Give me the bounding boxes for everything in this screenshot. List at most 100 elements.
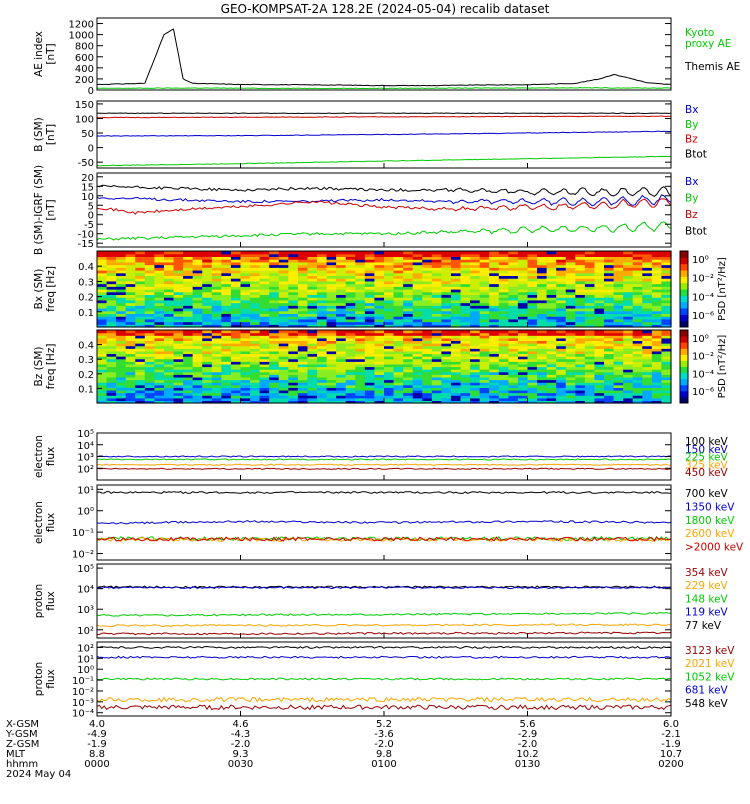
heatmap-cell [355,345,366,349]
heatmap-cell [307,299,318,304]
heatmap-cell [211,350,222,355]
heatmap-cell [403,291,414,296]
heatmap-cell [202,291,213,296]
heatmap-cell [144,397,155,401]
heatmap-cell [508,280,519,285]
heatmap-cell [584,259,596,263]
heatmap-cell [259,330,270,334]
y-tick-label: 0 [88,211,94,222]
heatmap-cell [230,289,242,293]
heatmap-cell [211,280,222,285]
heatmap-cell [135,305,146,309]
heatmap-cell [450,363,462,368]
heatmap-cell [269,302,280,306]
heatmap-cell [565,275,576,279]
heatmap-cell [556,321,567,325]
heatmap-cell [240,305,251,309]
heatmap-cell [527,324,538,328]
heatmap-cell [450,259,462,263]
y-tick-label: 10⁵ [77,564,94,575]
heatmap-cell [384,387,395,391]
colorbar-swatch [680,384,688,389]
heatmap-cell [613,371,624,375]
heatmap-cell [422,321,433,325]
y-tick-label: 10² [77,626,94,637]
heatmap-cell [307,267,318,271]
heatmap-cell [307,261,318,266]
heatmap-cell [259,374,270,378]
heatmap-cell [584,332,596,336]
heatmap-cell [125,387,136,391]
heatmap-cell [450,350,462,355]
heatmap-cell [345,253,356,258]
heatmap-cell [221,270,232,274]
heatmap-cell [431,256,442,260]
heatmap-cell [183,313,194,317]
heatmap-cell [221,345,232,349]
heatmap-cell [604,389,615,394]
heatmap-cell [240,374,251,378]
heatmap-cell [412,353,423,357]
heatmap-cell [97,305,108,309]
heatmap-cell [192,275,203,279]
heatmap-cell [336,374,347,378]
heatmap-cell [116,395,127,399]
heatmap-cell [173,400,184,404]
heatmap-cell [288,259,299,263]
legend-entry: 229 keV [685,580,729,592]
heatmap-cell [508,387,519,391]
heatmap-cell [460,363,471,368]
y-axis-label: freq [Hz] [45,344,57,390]
heatmap-cell [106,278,117,282]
heatmap-cell [470,382,481,386]
heatmap-cell [441,345,452,349]
heatmap-cell [154,289,165,293]
heatmap-cell [661,264,672,268]
heatmap-cell [498,261,509,266]
heatmap-cell [565,358,576,362]
heatmap-cell [250,308,261,312]
heatmap-cell [651,384,663,388]
heatmap-cell [498,275,509,279]
heatmap-cell [613,332,624,336]
heatmap-cell [537,302,548,306]
heatmap-cell [604,397,615,401]
heatmap-cell [163,395,175,399]
heatmap-cell [632,324,643,328]
heatmap-cell [431,253,442,258]
heatmap-cell [584,330,596,334]
heatmap-cell [642,267,653,271]
heatmap-cell [594,316,605,320]
heatmap-cell [460,253,471,258]
heatmap-cell [594,264,605,268]
heatmap-cell [575,369,586,373]
heatmap-cell [317,299,328,304]
heatmap-cell [144,321,155,325]
heatmap-cell [307,340,318,344]
heatmap-cell [431,264,442,268]
heatmap-cell [250,286,261,290]
heatmap-cell [431,379,442,383]
heatmap-cell [97,382,108,386]
heatmap-cell [441,335,452,339]
heatmap-cell [221,361,232,365]
heatmap-cell [403,376,414,381]
heatmap-cell [106,251,117,255]
heatmap-cell [259,392,270,396]
heatmap-cell [355,376,366,381]
heatmap-cell [623,302,634,306]
heatmap-cell [269,348,280,352]
heatmap-cell [259,358,270,362]
heatmap-cell [604,382,615,386]
heatmap-cell [97,387,108,391]
heatmap-cell [575,321,586,325]
heatmap-cell [202,397,213,401]
heatmap-cell [221,350,232,355]
heatmap-cell [154,337,165,342]
xaxis-value: -1.9 [661,739,681,750]
heatmap-cell [489,366,500,370]
heatmap-cell [527,395,538,399]
heatmap-cell [116,308,127,312]
heatmap-cell [154,366,165,370]
heatmap-cell [517,270,529,274]
